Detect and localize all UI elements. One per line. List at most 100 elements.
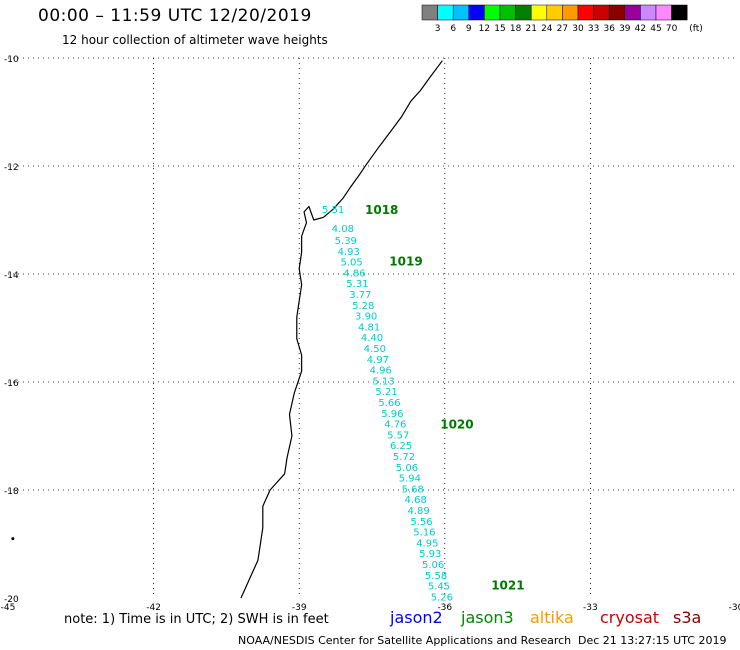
wave-height-label: 4.81 <box>358 322 380 333</box>
colorbar-swatch <box>624 4 641 21</box>
wave-height-label: 5.39 <box>335 236 357 247</box>
pass-time-label: 1021 <box>491 579 524 593</box>
colorbar-tick-label: 3 <box>435 24 441 34</box>
latitude-tick-label: -16 <box>4 379 19 389</box>
colorbar-unit-label: (ft) <box>689 24 703 34</box>
wave-height-label: 4.76 <box>384 420 406 431</box>
wave-height-label: 5.13 <box>373 376 395 387</box>
colorbar-swatch <box>515 4 532 21</box>
track-time-labels: 1018 1019 1020 1021 <box>365 203 525 592</box>
wave-height-label: 5.45 <box>428 582 450 593</box>
colorbar-tick-label: 15 <box>494 24 505 34</box>
wave-height-label: 5.06 <box>396 463 418 474</box>
legend-sat-s3a: s3a <box>673 608 702 627</box>
coastline <box>11 60 443 599</box>
longitude-tick-label: -45 <box>1 603 16 613</box>
wave-height-label: 5.96 <box>381 409 403 420</box>
longitude-tick-label: -30 <box>729 603 740 613</box>
colorbar-swatch <box>608 4 626 21</box>
wave-height-label: 5.94 <box>399 474 421 485</box>
wave-height-label: 5.93 <box>419 549 441 560</box>
map-tick-labels: -45 -42 -39 -36 -33 -30 -10 -12 -14 -16 -18 -20 <box>1 55 740 613</box>
colorbar-tick-label: 33 <box>588 24 599 34</box>
wave-height-label: 5.51 <box>322 205 344 216</box>
wave-height-label: 4.89 <box>407 506 429 517</box>
latitude-tick-label: -14 <box>4 271 19 281</box>
colorbar-swatch <box>593 4 610 21</box>
latitude-tick-label: -20 <box>4 595 19 605</box>
colorbar-tick-label: 21 <box>525 24 536 34</box>
colorbar-tick-label: 39 <box>619 24 631 34</box>
longitude-tick-label: -33 <box>583 603 598 613</box>
wave-height-label: 5.57 <box>387 430 409 441</box>
wave-height-label: 5.28 <box>352 301 374 312</box>
wave-height-label: 5.66 <box>378 398 400 409</box>
wave-height-label: 6.25 <box>390 441 412 452</box>
colorbar-swatch <box>671 4 688 21</box>
latitude-tick-label: -10 <box>4 55 19 65</box>
legend-sat-jason3: jason3 <box>461 608 514 627</box>
wave-height-label: 3.77 <box>349 290 371 301</box>
longitude-tick-label: -42 <box>146 603 161 613</box>
generated-timestamp: Dec 21 13:27:15 UTC 2019 <box>578 634 727 647</box>
pass-time-label: 1019 <box>389 255 422 269</box>
pass-time-label: 1020 <box>440 418 473 432</box>
colorbar-legend: 3 6 9 12 15 18 21 24 27 30 33 36 39 42 45 70 (ft) <box>421 4 703 34</box>
wave-height-label: 5.05 <box>340 258 362 269</box>
colorbar-tick-label: 70 <box>666 24 678 34</box>
wave-height-label: 4.68 <box>405 495 427 506</box>
colorbar-swatch <box>640 4 657 21</box>
wave-height-label: 4.93 <box>338 247 360 258</box>
colorbar-swatch <box>499 4 516 21</box>
latitude-tick-label: -12 <box>4 163 19 173</box>
longitude-tick-label: -39 <box>292 603 307 613</box>
colorbar-tick-label: 36 <box>603 24 615 34</box>
colorbar-swatch <box>530 4 548 21</box>
wave-height-label: 5.26 <box>431 592 453 603</box>
legend-sat-altika: altika <box>530 608 574 627</box>
wave-height-label: 5.72 <box>393 452 415 463</box>
island-marker <box>11 537 15 541</box>
colorbar-swatch <box>421 4 438 21</box>
colorbar-tick-label: 27 <box>557 24 568 34</box>
wave-height-label: 5.21 <box>375 387 397 398</box>
wave-height-label: 5.56 <box>410 517 432 528</box>
wave-height-label: 5.06 <box>422 560 444 571</box>
altimeter-track: 5.51 4.085.394.935.054.865.313.775.283.90… <box>322 205 453 603</box>
colorbar-swatch <box>546 4 563 21</box>
colorbar-swatch <box>562 4 579 21</box>
wave-height-label: 4.86 <box>343 268 365 279</box>
wave-height-label: 4.50 <box>364 344 386 355</box>
colorbar-tick-label: 12 <box>479 24 490 34</box>
pass-time-label: 1018 <box>365 203 398 217</box>
wave-height-label: 4.97 <box>367 355 389 366</box>
map-gridlines <box>8 57 736 598</box>
legend-sat-jason2: jason2 <box>390 608 443 627</box>
colorbar-swatch <box>577 4 594 21</box>
colorbar-tick-label: 6 <box>450 24 456 34</box>
colorbar-swatch <box>452 4 470 21</box>
colorbar-tick-label: 24 <box>541 24 553 34</box>
wave-height-label: 5.16 <box>413 528 435 539</box>
wave-height-label: 4.95 <box>416 538 438 549</box>
colorbar-tick-label: 45 <box>650 24 661 34</box>
wave-height-label: 4.40 <box>361 333 383 344</box>
colorbar-swatch <box>468 4 485 21</box>
wave-height-label: 5.68 <box>402 484 424 495</box>
wave-height-label: 4.08 <box>332 224 354 235</box>
wave-height-label: 3.90 <box>355 312 377 323</box>
wave-height-label: 4.96 <box>370 366 392 377</box>
credit-line: NOAA/NESDIS Center for Satellite Applica… <box>238 634 572 647</box>
legend-sat-cryosat: cryosat <box>600 608 660 627</box>
colorbar-tick-label: 9 <box>466 24 472 34</box>
colorbar-swatch <box>655 4 672 21</box>
colorbar-tick-label: 30 <box>572 24 584 34</box>
coastline-path <box>240 60 443 599</box>
page-subtitle: 12 hour collection of altimeter wave hei… <box>62 33 328 47</box>
colorbar-tick-label: 18 <box>510 24 522 34</box>
colorbar-swatch <box>484 4 501 21</box>
colorbar-tick-label: 42 <box>635 24 646 34</box>
longitude-tick-label: -36 <box>437 603 452 613</box>
